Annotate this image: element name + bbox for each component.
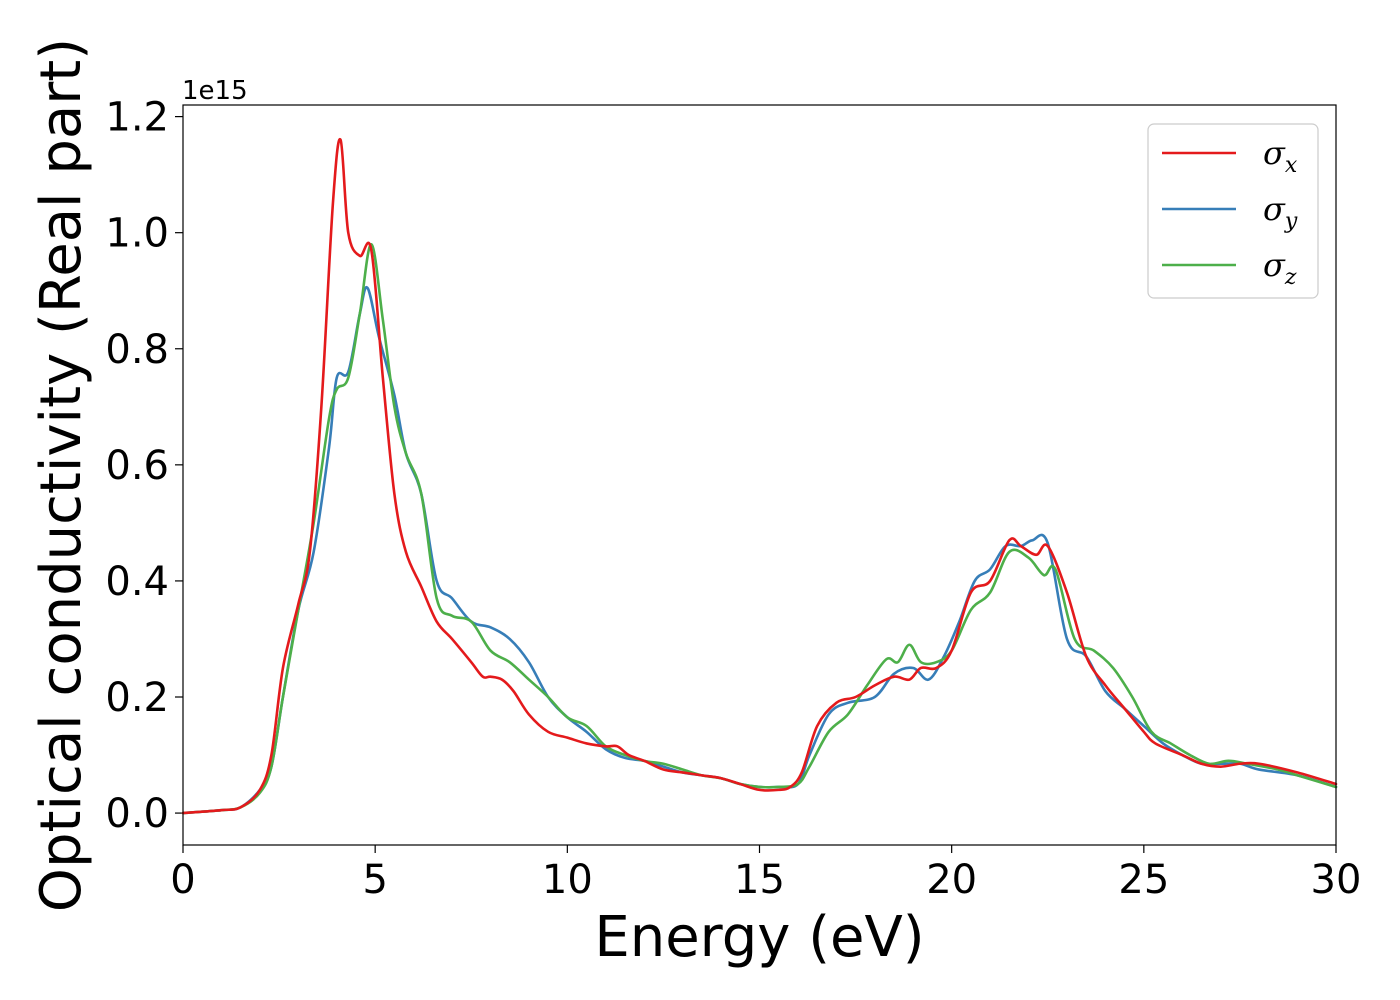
legend-label-sigma-x: σx xyxy=(1263,134,1298,178)
legend-label-sigma-y: σy xyxy=(1263,190,1298,234)
x-tick-label-0: 0 xyxy=(170,857,195,903)
y-axis-label: Optical conductivity (Real part) xyxy=(29,38,94,912)
y-offset-label: 1e15 xyxy=(182,76,248,106)
legend-symbol: σ xyxy=(1263,246,1286,284)
x-tick-label-3: 15 xyxy=(734,857,785,903)
legend-frame xyxy=(1147,123,1319,299)
legend-subscript: y xyxy=(1284,209,1298,234)
y-tick-label-1: 0.2 xyxy=(105,675,169,721)
legend-subscript: x xyxy=(1285,153,1298,178)
y-tick-label-3: 0.6 xyxy=(105,443,169,489)
y-tick-label-5: 1.0 xyxy=(105,211,169,257)
x-tick-label-2: 10 xyxy=(542,857,593,903)
x-tick-label-6: 30 xyxy=(1311,857,1362,903)
series-line-sigma-z xyxy=(181,242,1338,815)
y-tick-label-4: 0.8 xyxy=(105,327,169,373)
legend-subscript: z xyxy=(1284,265,1297,290)
y-tick-label-0: 0.0 xyxy=(105,791,169,837)
x-tick-label-4: 20 xyxy=(926,857,977,903)
series-line-sigma-x xyxy=(181,137,1338,815)
x-tick-label-5: 25 xyxy=(1118,857,1169,903)
legend-label-sigma-z: σz xyxy=(1263,246,1297,290)
legend-symbol: σ xyxy=(1263,190,1286,228)
series-layer xyxy=(181,137,1338,815)
ticks-layer: 0 5 10 15 20 25 30 0.0 0.2 0.4 0.6 0.8 1.0 1.2 xyxy=(105,95,1361,903)
y-tick-label-6: 1.2 xyxy=(105,95,169,141)
legend-symbol: σ xyxy=(1263,134,1286,172)
x-axis-label: Energy (eV) xyxy=(594,905,924,970)
x-tick-label-1: 5 xyxy=(362,857,387,903)
y-tick-label-2: 0.4 xyxy=(105,559,169,605)
plot-frame xyxy=(182,104,1337,846)
series-line-sigma-y xyxy=(181,285,1338,815)
